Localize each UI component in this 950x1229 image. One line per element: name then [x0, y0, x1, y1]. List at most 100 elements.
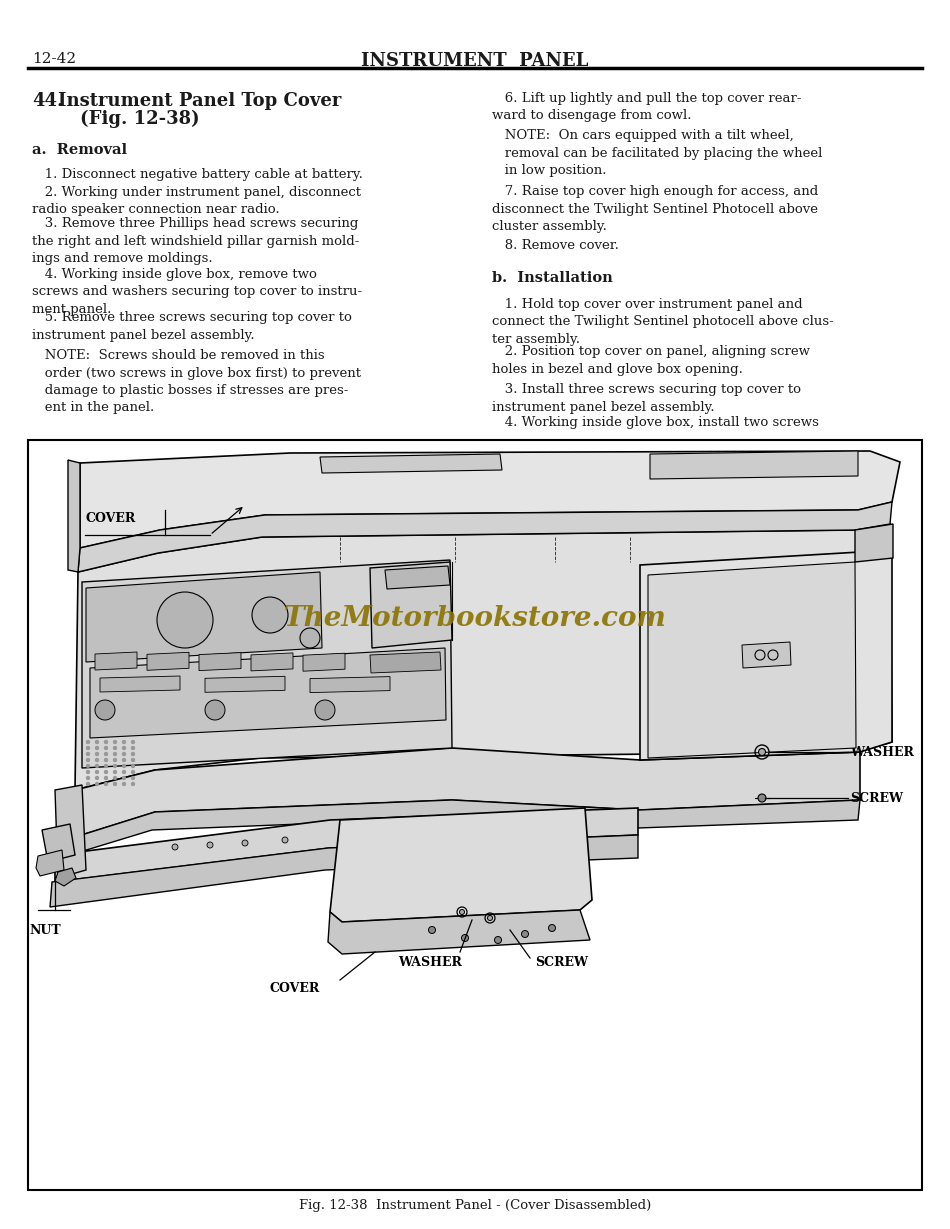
Circle shape: [95, 740, 99, 744]
Circle shape: [113, 771, 117, 774]
Circle shape: [104, 740, 108, 744]
Polygon shape: [75, 524, 892, 790]
Text: NUT: NUT: [29, 923, 61, 936]
Circle shape: [205, 701, 225, 720]
Circle shape: [131, 758, 135, 762]
Circle shape: [487, 916, 492, 921]
Circle shape: [122, 746, 126, 750]
Text: b.  Installation: b. Installation: [492, 272, 613, 285]
Text: 1. Disconnect negative battery cable at battery.: 1. Disconnect negative battery cable at …: [32, 168, 363, 181]
Text: INSTRUMENT  PANEL: INSTRUMENT PANEL: [361, 52, 589, 70]
Circle shape: [104, 758, 108, 762]
Polygon shape: [640, 552, 892, 760]
Circle shape: [131, 740, 135, 744]
Circle shape: [282, 837, 288, 843]
Polygon shape: [42, 823, 75, 862]
Text: 1. Hold top cover over instrument panel and
connect the Twilight Sentinel photoc: 1. Hold top cover over instrument panel …: [492, 297, 834, 347]
Circle shape: [104, 746, 108, 750]
Polygon shape: [100, 676, 180, 692]
Text: NOTE:  Screws should be removed in this
   order (two screws in glove box first): NOTE: Screws should be removed in this o…: [32, 349, 361, 414]
Circle shape: [113, 752, 117, 756]
Polygon shape: [36, 850, 64, 876]
Polygon shape: [68, 460, 80, 571]
Circle shape: [122, 771, 126, 774]
Text: (Fig. 12-38): (Fig. 12-38): [80, 111, 200, 128]
Circle shape: [95, 782, 99, 787]
Circle shape: [113, 740, 117, 744]
Polygon shape: [648, 562, 856, 758]
Circle shape: [122, 764, 126, 768]
Circle shape: [95, 764, 99, 768]
Circle shape: [104, 752, 108, 756]
Text: 4. Working inside glove box, install two screws: 4. Working inside glove box, install two…: [492, 415, 819, 429]
Circle shape: [86, 740, 90, 744]
Polygon shape: [147, 653, 189, 670]
Text: 3. Remove three Phillips head screws securing
the right and left windshield pill: 3. Remove three Phillips head screws sec…: [32, 218, 359, 265]
Text: COVER: COVER: [85, 511, 135, 525]
Circle shape: [122, 775, 126, 780]
Polygon shape: [205, 676, 285, 692]
Circle shape: [95, 752, 99, 756]
Circle shape: [122, 758, 126, 762]
Polygon shape: [50, 834, 638, 907]
Polygon shape: [55, 807, 638, 882]
Text: 6. Lift up lightly and pull the top cover rear-
ward to disengage from cowl.: 6. Lift up lightly and pull the top cove…: [492, 92, 802, 123]
Circle shape: [86, 782, 90, 787]
Polygon shape: [251, 653, 293, 671]
Text: 8. Remove cover.: 8. Remove cover.: [492, 238, 618, 252]
Polygon shape: [82, 560, 452, 768]
Text: 2. Position top cover on panel, aligning screw
holes in bezel and glove box open: 2. Position top cover on panel, aligning…: [492, 345, 810, 376]
Polygon shape: [90, 648, 446, 737]
Circle shape: [95, 746, 99, 750]
Circle shape: [131, 764, 135, 768]
Text: TheMotorbookstore.com: TheMotorbookstore.com: [283, 605, 667, 632]
Polygon shape: [328, 909, 590, 954]
Circle shape: [113, 775, 117, 780]
Text: WASHER: WASHER: [398, 955, 462, 968]
Polygon shape: [370, 653, 441, 673]
Circle shape: [104, 775, 108, 780]
Circle shape: [113, 782, 117, 787]
Text: 44.: 44.: [32, 92, 64, 111]
Circle shape: [86, 764, 90, 768]
Circle shape: [207, 842, 213, 848]
Polygon shape: [95, 653, 137, 670]
Circle shape: [758, 794, 766, 803]
Polygon shape: [72, 748, 860, 838]
Polygon shape: [370, 562, 452, 648]
Circle shape: [548, 924, 556, 932]
Polygon shape: [55, 868, 76, 886]
Circle shape: [95, 701, 115, 720]
Text: COVER: COVER: [270, 982, 320, 994]
Text: 4. Working inside glove box, remove two
screws and washers securing top cover to: 4. Working inside glove box, remove two …: [32, 268, 362, 316]
Text: Instrument Panel Top Cover: Instrument Panel Top Cover: [58, 92, 341, 111]
Circle shape: [113, 764, 117, 768]
Circle shape: [315, 701, 335, 720]
Circle shape: [242, 839, 248, 846]
Circle shape: [172, 844, 178, 850]
Text: Fig. 12-38  Instrument Panel - (Cover Disassembled): Fig. 12-38 Instrument Panel - (Cover Dis…: [299, 1198, 651, 1212]
Circle shape: [95, 758, 99, 762]
Polygon shape: [320, 454, 502, 473]
Polygon shape: [650, 451, 858, 479]
Circle shape: [104, 764, 108, 768]
Circle shape: [95, 771, 99, 774]
Text: WASHER: WASHER: [850, 746, 914, 758]
Bar: [28, 440, 922, 1190]
Text: 3. Install three screws securing top cover to
instrument panel bezel assembly.: 3. Install three screws securing top cov…: [492, 383, 801, 413]
Polygon shape: [78, 501, 892, 571]
Circle shape: [495, 936, 502, 944]
Text: NOTE:  On cars equipped with a tilt wheel,
   removal can be facilitated by plac: NOTE: On cars equipped with a tilt wheel…: [492, 129, 823, 177]
Polygon shape: [303, 653, 345, 671]
Polygon shape: [310, 677, 390, 693]
Circle shape: [104, 771, 108, 774]
Circle shape: [252, 597, 288, 633]
Circle shape: [86, 758, 90, 762]
Circle shape: [86, 746, 90, 750]
Circle shape: [460, 909, 465, 914]
Circle shape: [95, 775, 99, 780]
Text: 7. Raise top cover high enough for access, and
disconnect the Twilight Sentinel : 7. Raise top cover high enough for acces…: [492, 186, 818, 234]
Circle shape: [300, 628, 320, 648]
Circle shape: [122, 752, 126, 756]
Circle shape: [86, 775, 90, 780]
